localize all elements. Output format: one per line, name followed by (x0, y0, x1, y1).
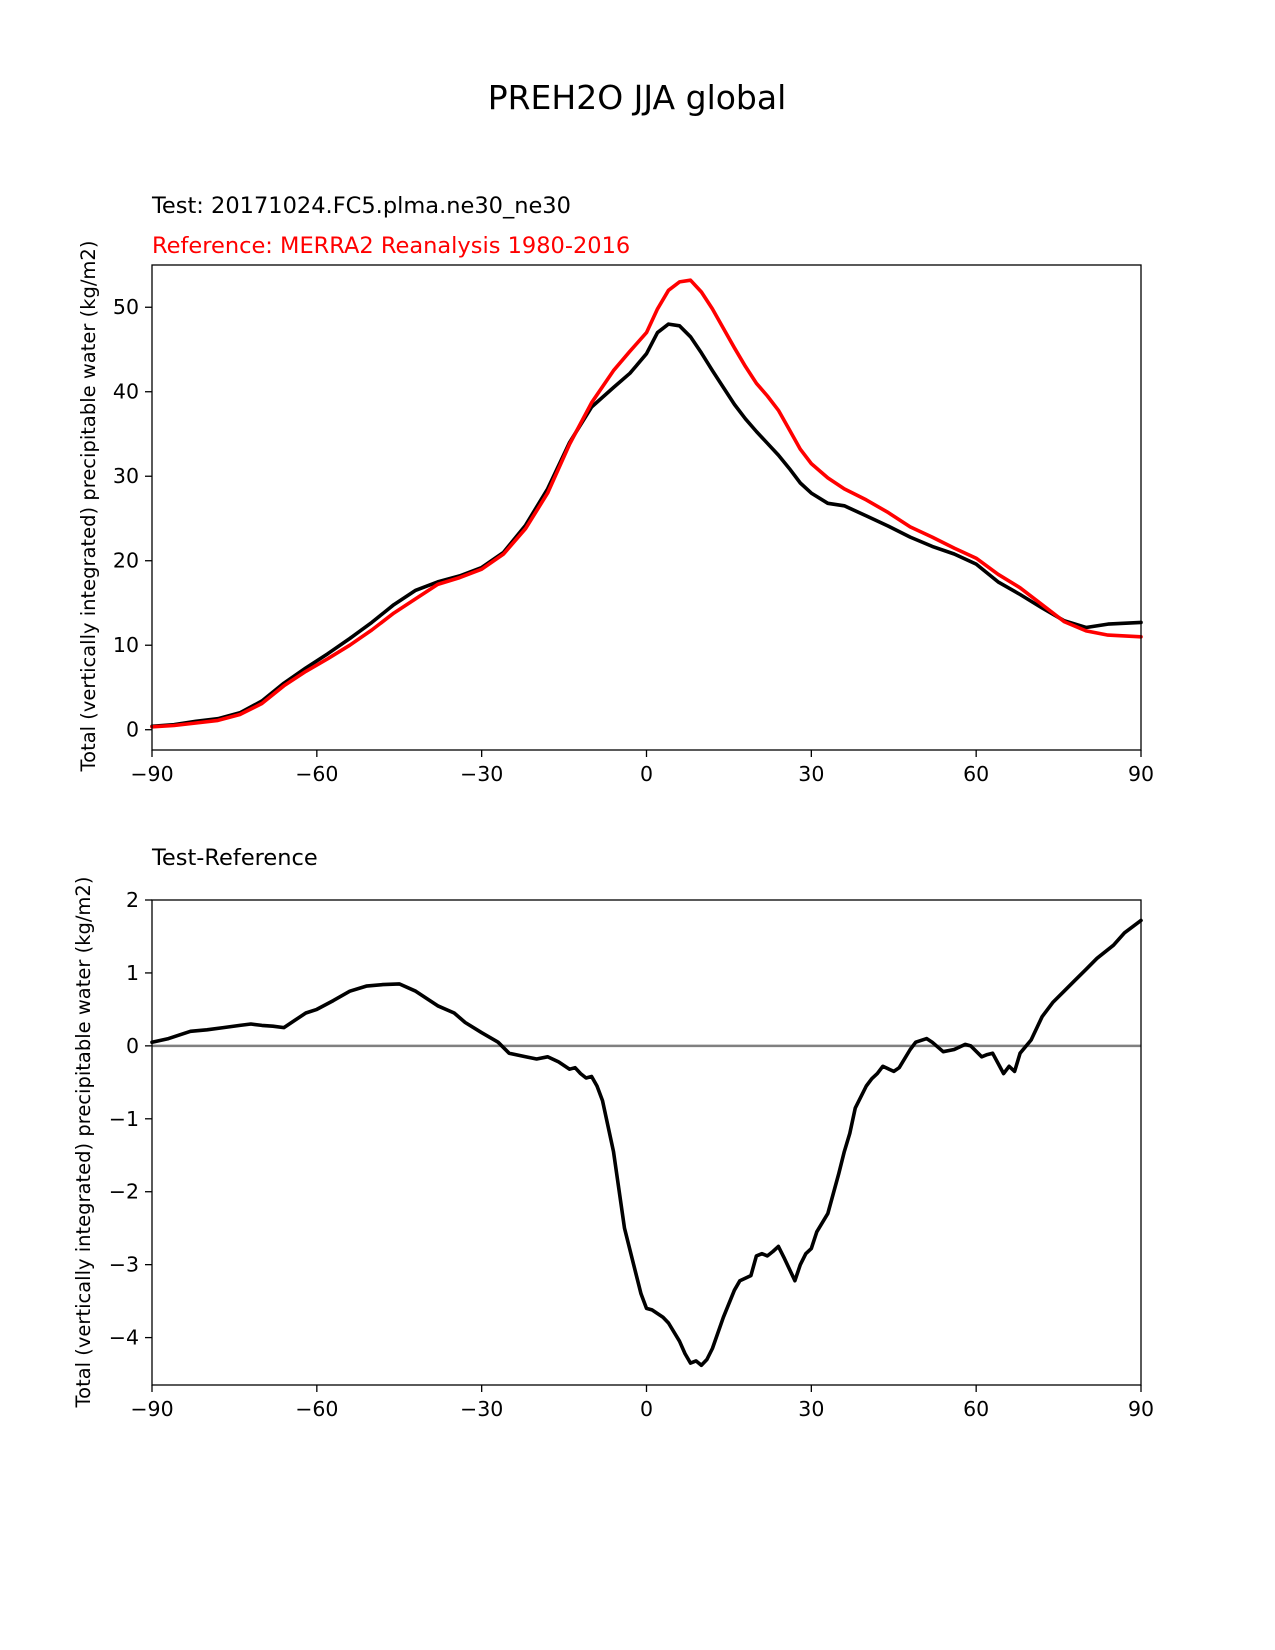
bottom-xtick-label: −90 (130, 1397, 173, 1421)
bottom-ytick-label: 2 (126, 888, 139, 912)
bottom-ytick-label: −3 (109, 1253, 139, 1277)
top-series-test (150, 322, 1143, 729)
top-xtick-label: −30 (460, 762, 503, 786)
bottom-xtick-label: 30 (798, 1397, 824, 1421)
top-xtick-label: −60 (295, 762, 338, 786)
top-xtick-label: −90 (130, 762, 173, 786)
bottom-ticks: −90 −60 −30 0 30 60 90 −4 −3 −2 −1 0 1 2 (109, 888, 1154, 1421)
bottom-series-layer (150, 918, 1143, 1368)
bottom-ytick-label: −2 (109, 1180, 139, 1204)
bottom-xtick-label: 60 (963, 1397, 989, 1421)
bottom-xtick-label: −60 (295, 1397, 338, 1421)
bottom-plot-frame (151, 899, 1142, 1386)
bottom-ylabel: Total (vertically integrated) precipitab… (72, 877, 95, 1409)
top-xtick-label: 0 (640, 762, 653, 786)
top-series-reference (150, 278, 1143, 729)
test-label: Test: 20171024.FC5.plma.ne30_ne30 (151, 193, 571, 219)
top-panel: Test: 20171024.FC5.plma.ne30_ne30 Refere… (77, 193, 1154, 786)
top-ytick-label: 30 (113, 464, 139, 488)
reference-label: Reference: MERRA2 Reanalysis 1980-2016 (152, 233, 630, 259)
top-ytick-label: 50 (113, 295, 139, 319)
bottom-ytick-label: 1 (126, 961, 139, 985)
top-ytick-label: 0 (126, 718, 139, 742)
top-xtick-label: 30 (798, 762, 824, 786)
bottom-xtick-label: 0 (640, 1397, 653, 1421)
top-ytick-label: 10 (113, 633, 139, 657)
top-plot-frame (151, 264, 1142, 751)
bottom-xtick-label: 90 (1128, 1397, 1154, 1421)
top-xtick-label: 60 (963, 762, 989, 786)
figure-title: PREH2O JJA global (488, 78, 787, 117)
bottom-ytick-label: −4 (109, 1326, 139, 1350)
bottom-title: Test-Reference (151, 845, 318, 871)
bottom-ytick-label: 0 (126, 1034, 139, 1058)
top-series-layer (150, 278, 1143, 729)
bottom-xtick-label: −30 (460, 1397, 503, 1421)
bottom-panel: Test-Reference Total (vertically integra… (72, 845, 1154, 1421)
bottom-ytick-label: −1 (109, 1107, 139, 1131)
bottom-series-test-reference (150, 918, 1143, 1368)
top-ylabel: Total (vertically integrated) precipitab… (77, 241, 100, 773)
top-ytick-label: 20 (113, 549, 139, 573)
top-ytick-label: 40 (113, 380, 139, 404)
top-xtick-label: 90 (1128, 762, 1154, 786)
top-ticks: −90 −60 −30 0 30 60 90 0 10 20 30 40 50 (113, 295, 1154, 786)
